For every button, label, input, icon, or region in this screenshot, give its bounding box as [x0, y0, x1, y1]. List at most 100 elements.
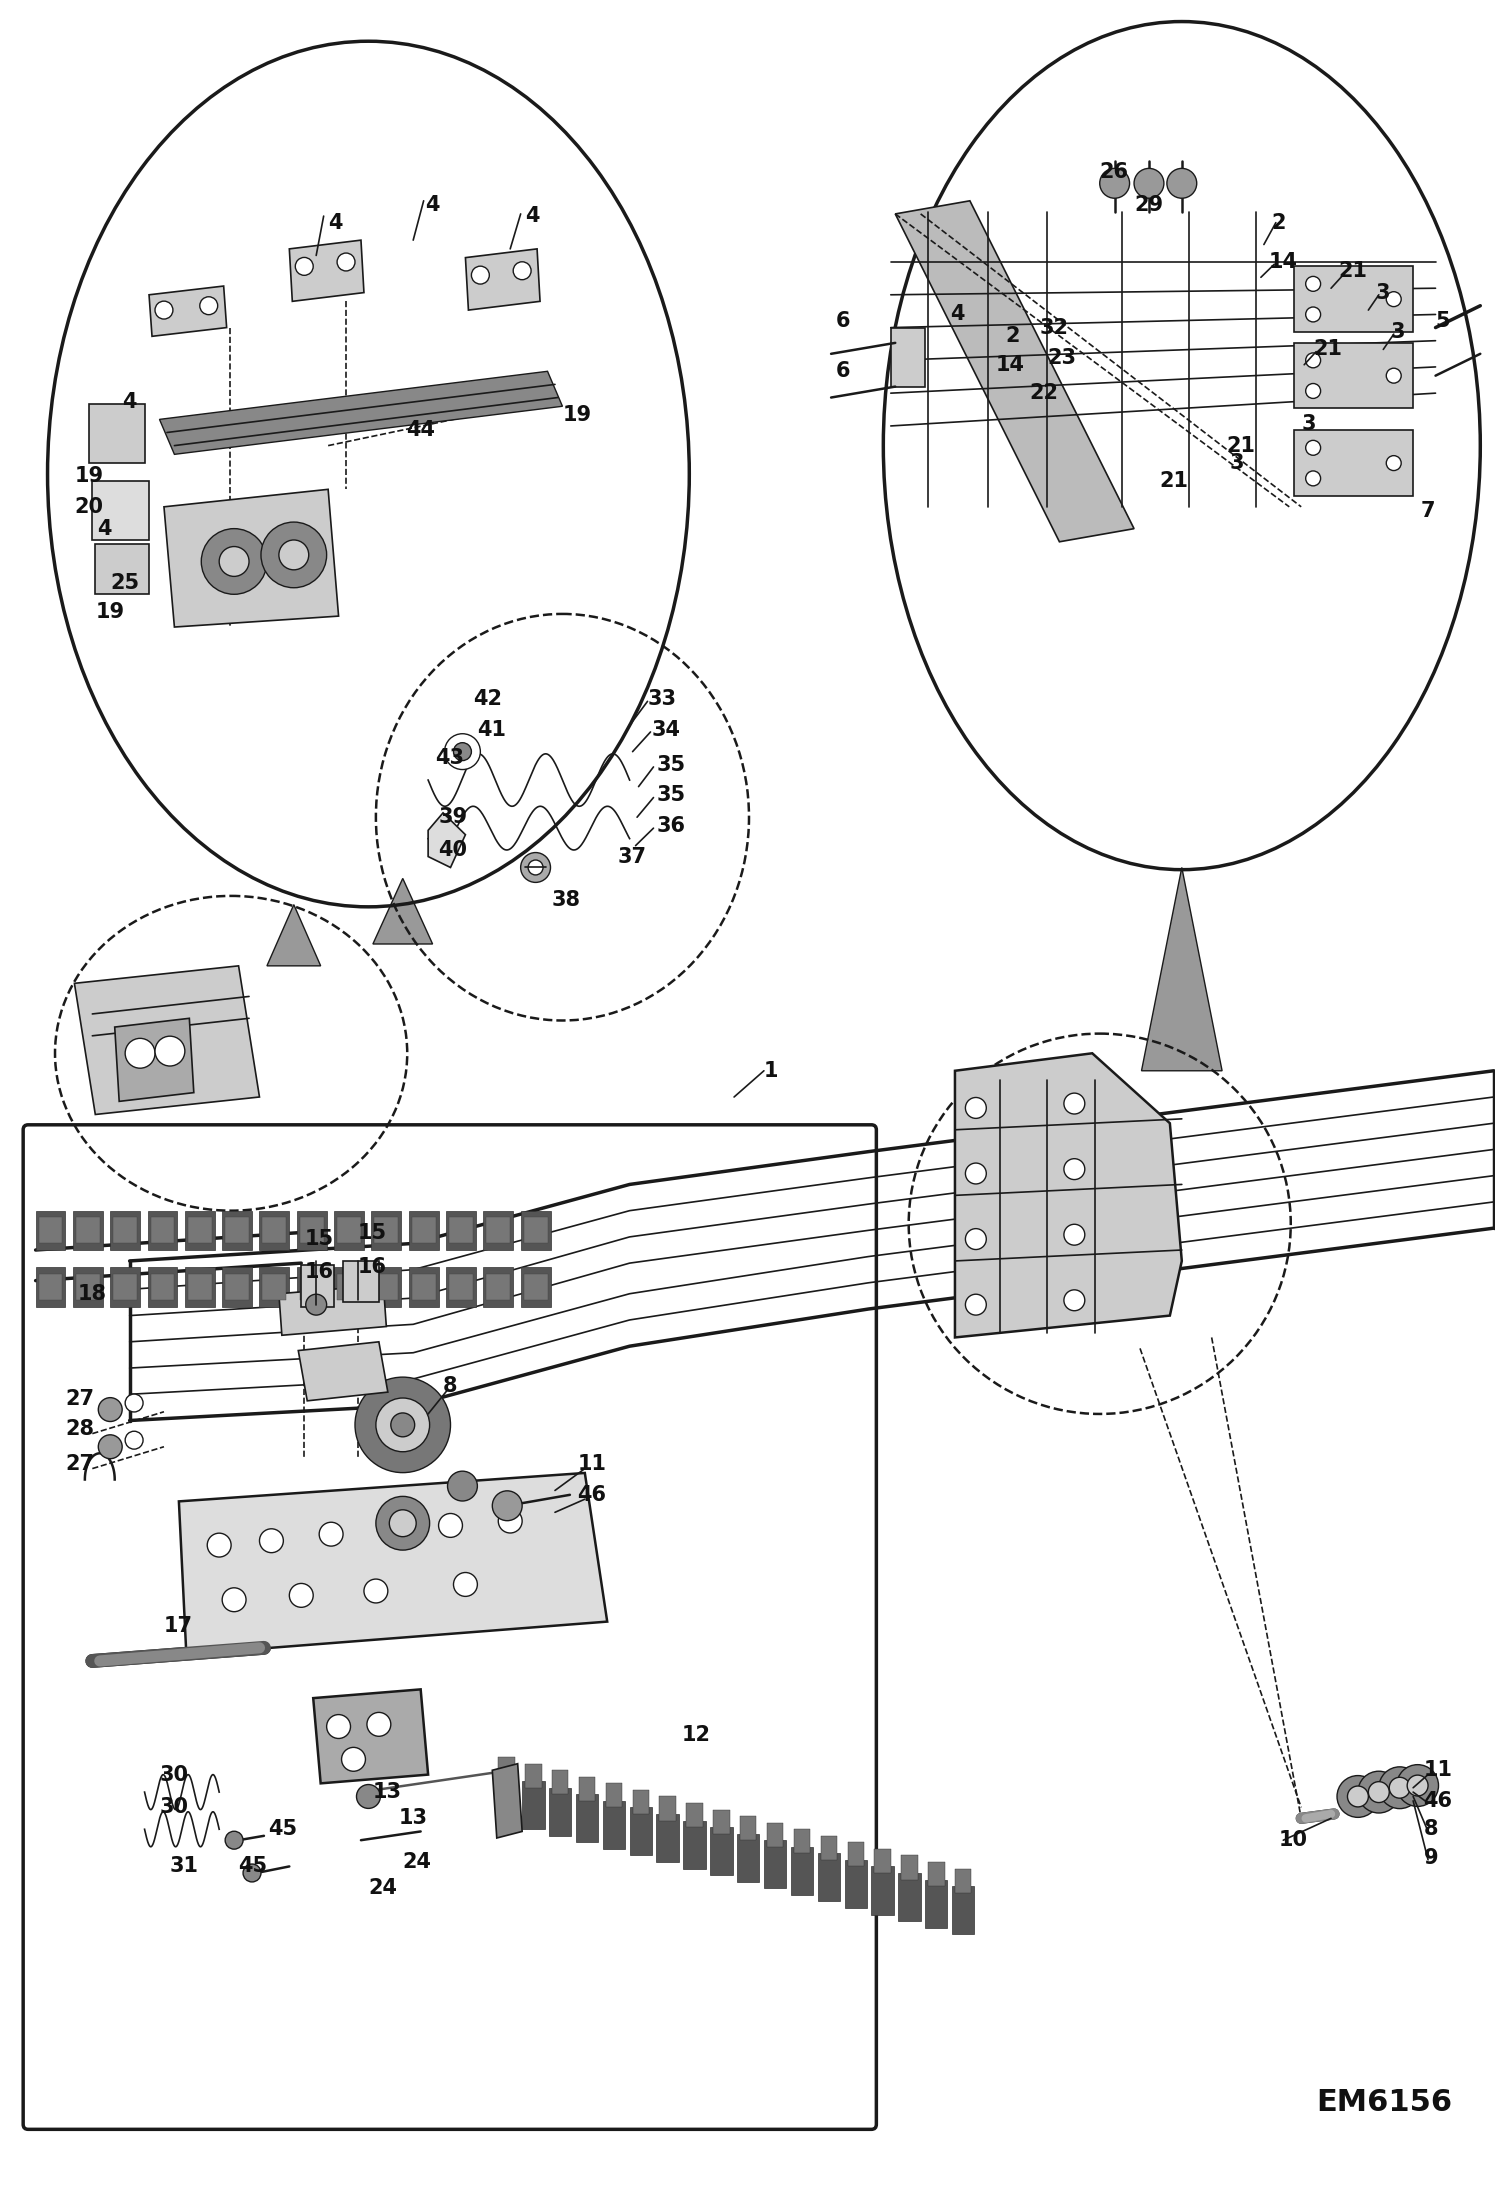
Polygon shape	[686, 1803, 703, 1828]
Circle shape	[319, 1523, 343, 1547]
Text: 4: 4	[97, 518, 111, 540]
Polygon shape	[713, 1810, 730, 1834]
Polygon shape	[954, 1869, 971, 1893]
Polygon shape	[313, 1689, 428, 1784]
Circle shape	[1396, 1764, 1438, 1806]
Text: 7: 7	[1420, 500, 1435, 522]
Text: 36: 36	[656, 816, 686, 836]
Polygon shape	[926, 1880, 948, 1929]
Polygon shape	[298, 1343, 388, 1400]
Polygon shape	[222, 1211, 252, 1251]
Circle shape	[201, 529, 267, 595]
Polygon shape	[896, 202, 1134, 542]
Polygon shape	[484, 1211, 514, 1251]
Text: 21: 21	[1159, 470, 1188, 491]
Circle shape	[1389, 1777, 1410, 1799]
Polygon shape	[891, 327, 926, 386]
Text: 4: 4	[950, 305, 965, 325]
Circle shape	[1306, 441, 1321, 456]
Polygon shape	[409, 1268, 439, 1308]
Circle shape	[1386, 292, 1401, 307]
Polygon shape	[267, 904, 321, 965]
Text: 19: 19	[75, 465, 103, 487]
Polygon shape	[524, 1275, 548, 1301]
Polygon shape	[484, 1268, 514, 1308]
Polygon shape	[372, 1211, 401, 1251]
Circle shape	[364, 1580, 388, 1604]
Polygon shape	[262, 1275, 286, 1301]
Polygon shape	[446, 1268, 476, 1308]
Polygon shape	[301, 1266, 334, 1308]
Text: 35: 35	[656, 785, 686, 805]
Polygon shape	[875, 1850, 891, 1874]
Circle shape	[1134, 169, 1164, 197]
Circle shape	[454, 1573, 478, 1597]
Text: 19: 19	[96, 601, 124, 621]
Polygon shape	[791, 1847, 813, 1896]
Polygon shape	[36, 1211, 66, 1251]
Circle shape	[199, 296, 217, 314]
Text: 4: 4	[425, 195, 439, 215]
Circle shape	[259, 1529, 283, 1553]
Polygon shape	[496, 1775, 518, 1823]
Text: 16: 16	[304, 1262, 333, 1281]
Polygon shape	[428, 812, 466, 867]
Polygon shape	[372, 1268, 401, 1308]
Circle shape	[154, 1036, 184, 1066]
Circle shape	[376, 1398, 430, 1452]
Polygon shape	[259, 1211, 289, 1251]
Text: 26: 26	[1100, 162, 1128, 182]
Polygon shape	[449, 1218, 473, 1244]
Polygon shape	[821, 1836, 837, 1861]
Text: 27: 27	[66, 1389, 94, 1409]
Circle shape	[521, 853, 550, 882]
Polygon shape	[297, 1211, 327, 1251]
Circle shape	[1357, 1771, 1399, 1812]
Polygon shape	[629, 1808, 652, 1856]
Circle shape	[289, 1584, 313, 1608]
Polygon shape	[111, 1211, 141, 1251]
Circle shape	[222, 1588, 246, 1613]
Text: 37: 37	[617, 847, 647, 867]
Text: 14: 14	[995, 355, 1025, 375]
Polygon shape	[902, 1856, 918, 1880]
Text: 35: 35	[656, 755, 686, 774]
Polygon shape	[737, 1834, 759, 1882]
Text: 46: 46	[577, 1485, 607, 1505]
Text: 30: 30	[159, 1764, 189, 1784]
Circle shape	[1064, 1224, 1085, 1246]
Circle shape	[1338, 1775, 1378, 1817]
Text: 24: 24	[403, 1852, 431, 1871]
Text: 38: 38	[551, 891, 581, 911]
Polygon shape	[818, 1854, 840, 1902]
Text: 21: 21	[1314, 340, 1342, 360]
Polygon shape	[548, 1788, 571, 1836]
Polygon shape	[289, 239, 364, 301]
Circle shape	[261, 522, 327, 588]
Circle shape	[379, 1518, 403, 1542]
Text: 11: 11	[1423, 1760, 1453, 1779]
Circle shape	[445, 733, 481, 770]
Polygon shape	[954, 1053, 1182, 1338]
Circle shape	[965, 1097, 986, 1119]
Polygon shape	[93, 480, 148, 540]
Text: 12: 12	[682, 1724, 712, 1744]
Circle shape	[1064, 1158, 1085, 1180]
Circle shape	[154, 301, 172, 318]
Circle shape	[1407, 1775, 1428, 1797]
Text: 43: 43	[436, 748, 464, 768]
Polygon shape	[764, 1841, 786, 1889]
Polygon shape	[493, 1764, 523, 1839]
Circle shape	[376, 1496, 430, 1551]
Circle shape	[1306, 384, 1321, 399]
Text: 29: 29	[1134, 195, 1162, 215]
Text: 4: 4	[526, 206, 539, 226]
Circle shape	[126, 1430, 144, 1448]
Polygon shape	[524, 1218, 548, 1244]
Circle shape	[1368, 1782, 1389, 1803]
Circle shape	[448, 1472, 478, 1501]
Text: 6: 6	[836, 362, 849, 382]
Text: 33: 33	[647, 689, 677, 709]
Text: 4: 4	[328, 213, 343, 233]
Circle shape	[337, 252, 355, 270]
